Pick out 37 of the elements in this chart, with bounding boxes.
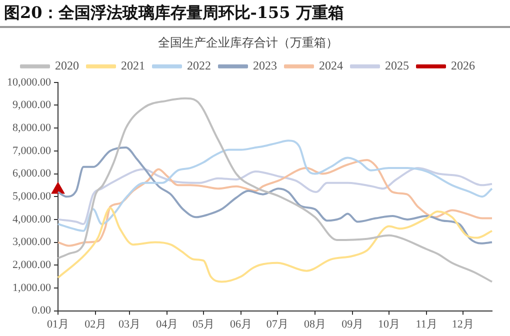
y-tick-label: 8,000.00 [12,122,52,134]
chart-title: 图20：全国浮法玻璃库存量周环比-155 万重箱 [0,0,510,28]
legend-label: 2021 [121,58,145,73]
x-tick-label: 03月 [118,318,141,330]
legend-label: 2022 [187,58,211,73]
legend-label: 2024 [319,58,343,73]
y-tick-label: 0.00 [32,304,52,317]
y-tick-label: 1,000.00 [12,282,52,294]
y-tick-label: 5,000.00 [12,190,52,202]
x-tick-label: 05月 [192,318,214,330]
y-tick-label: 2,000.00 [12,259,52,272]
x-tick-label: 10月 [378,318,400,330]
legend-label: 2023 [253,58,277,73]
x-tick-label: 08月 [304,318,326,330]
line-series [57,207,493,283]
y-tick-label: 6,000.00 [12,168,52,180]
legend-label: 2025 [385,58,409,73]
x-tick-label: 06月 [230,318,252,330]
x-tick-label: 07月 [266,318,288,330]
x-tick-label: 11月 [416,318,438,330]
line-series [57,159,493,247]
legend-label: 2026 [451,58,475,73]
y-tick-label: 9,000.00 [12,99,52,112]
x-tick-label: 12月 [452,318,474,330]
chart-subtitle: 全国生产企业库存合计（万重箱） [158,35,338,50]
line-series [57,167,493,226]
line-series [57,97,493,283]
x-tick-label: 02月 [84,318,107,330]
y-tick-label: 7,000.00 [12,144,52,157]
x-tick-label: 01月 [47,318,69,330]
y-tick-label: 4,000.00 [12,213,52,226]
x-tick-label: 04月 [156,318,178,330]
x-tick-label: 09月 [342,318,364,330]
line-series [57,140,493,232]
y-tick-label: 10,000.00 [7,76,52,88]
y-tick-label: 3,000.00 [12,236,52,248]
legend-label: 2020 [55,58,79,73]
